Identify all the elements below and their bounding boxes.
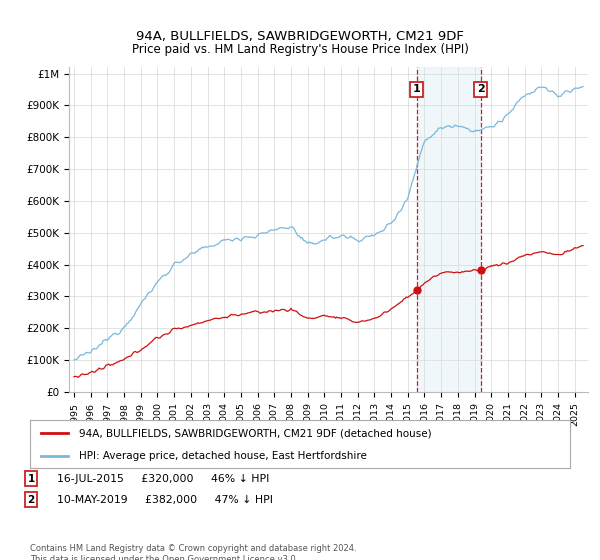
Text: 10-MAY-2019     £382,000     47% ↓ HPI: 10-MAY-2019 £382,000 47% ↓ HPI xyxy=(57,494,273,505)
Text: HPI: Average price, detached house, East Hertfordshire: HPI: Average price, detached house, East… xyxy=(79,451,367,461)
Text: 16-JUL-2015     £320,000     46% ↓ HPI: 16-JUL-2015 £320,000 46% ↓ HPI xyxy=(57,474,269,484)
Text: 94A, BULLFIELDS, SAWBRIDGEWORTH, CM21 9DF: 94A, BULLFIELDS, SAWBRIDGEWORTH, CM21 9D… xyxy=(136,30,464,43)
Text: 1: 1 xyxy=(28,474,35,484)
Text: 94A, BULLFIELDS, SAWBRIDGEWORTH, CM21 9DF (detached house): 94A, BULLFIELDS, SAWBRIDGEWORTH, CM21 9D… xyxy=(79,428,431,438)
Text: 2: 2 xyxy=(28,494,35,505)
Bar xyxy=(417,67,481,392)
Text: Price paid vs. HM Land Registry's House Price Index (HPI): Price paid vs. HM Land Registry's House … xyxy=(131,43,469,56)
Text: 2: 2 xyxy=(476,85,484,95)
Text: 1: 1 xyxy=(413,85,421,95)
Text: Contains HM Land Registry data © Crown copyright and database right 2024.
This d: Contains HM Land Registry data © Crown c… xyxy=(30,544,356,560)
